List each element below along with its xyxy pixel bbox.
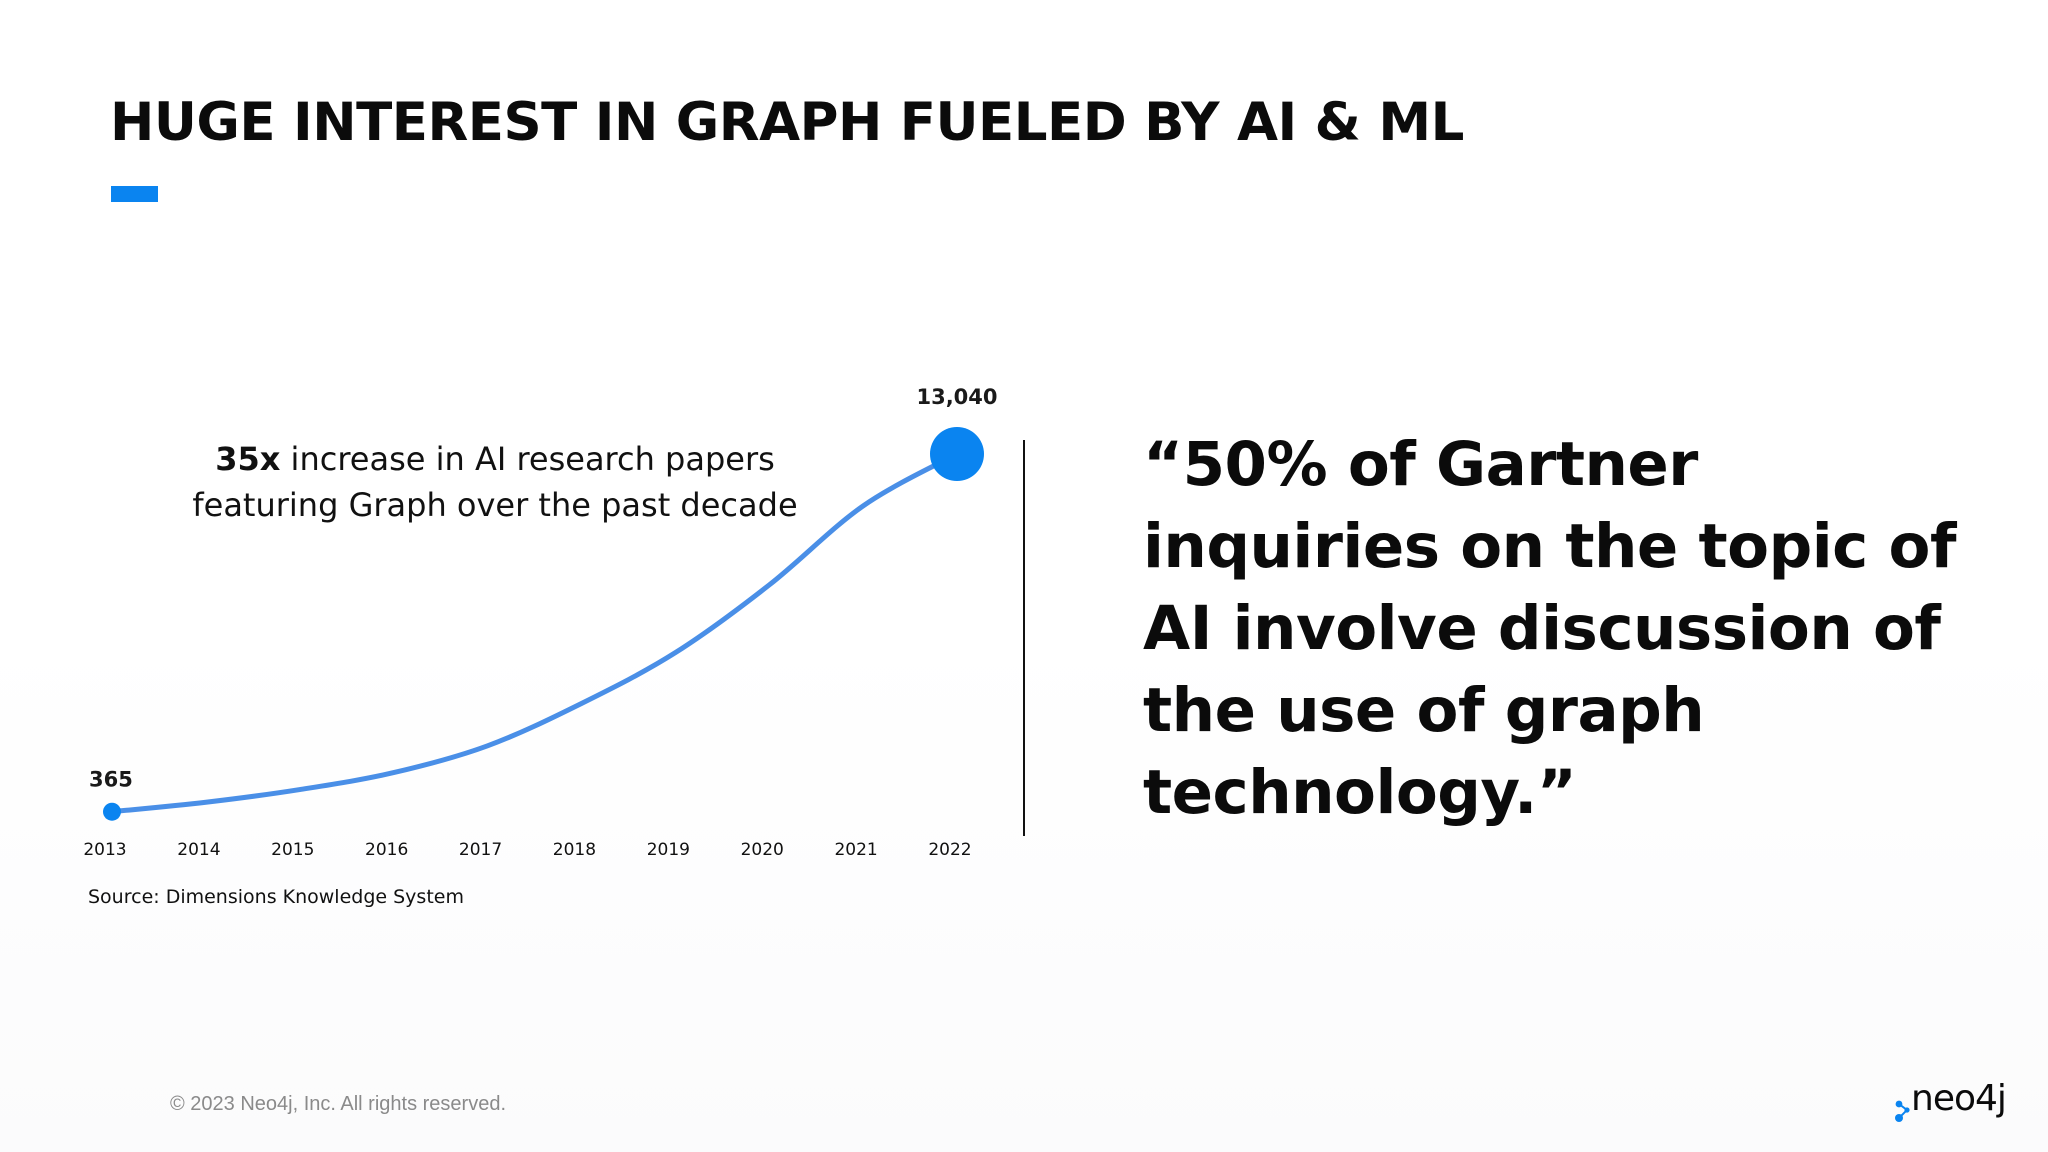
x-tick-label: 2014 xyxy=(177,840,220,860)
gartner-quote: “50% of Gartner inquiries on the topic o… xyxy=(1143,429,1957,828)
x-tick-label: 2021 xyxy=(834,840,877,860)
line-chart: 2013 2014 2015 2016 2017 2018 2019 2020 2021 2022… xyxy=(83,385,998,860)
chart-source: Source: Dimensions Knowledge System xyxy=(88,886,464,908)
series-line xyxy=(109,451,960,815)
annotation-bold-text: 35x xyxy=(215,440,281,478)
data-labels: 365 13,040 xyxy=(89,385,998,792)
series-markers xyxy=(103,427,984,821)
x-tick-label: 2022 xyxy=(928,840,971,860)
x-tick-label: 2020 xyxy=(741,840,784,860)
x-tick-label: 2019 xyxy=(647,840,690,860)
neo4j-logo: neo4j xyxy=(1893,1078,2019,1126)
title-accent-bar xyxy=(111,186,158,202)
logo-wordmark: neo4j xyxy=(1911,1078,2007,1119)
x-tick-label: 2018 xyxy=(553,840,596,860)
page-title: HUGE INTEREST IN GRAPH FUELED BY AI & ML xyxy=(110,92,1464,153)
vertical-divider xyxy=(1023,440,1025,836)
copyright-footer: © 2023 Neo4j, Inc. All rights reserved. xyxy=(170,1093,507,1115)
x-tick-label: 2015 xyxy=(271,840,314,860)
x-tick-label: 2013 xyxy=(83,840,126,860)
annotation-line2-text: featuring Graph over the past decade xyxy=(192,486,798,524)
x-tick-label: 2017 xyxy=(459,840,502,860)
x-axis-ticks: 2013 2014 2015 2016 2017 2018 2019 2020 2021 2022 xyxy=(83,840,971,860)
neo4j-dots-icon xyxy=(1895,1100,1910,1122)
end-point-marker xyxy=(930,427,984,481)
data-label: 13,040 xyxy=(916,385,997,409)
data-label: 365 xyxy=(89,768,133,792)
x-tick-label: 2016 xyxy=(365,840,408,860)
start-point-marker xyxy=(103,802,121,821)
chart-annotation: 35x increase in AI research papers featu… xyxy=(160,436,830,528)
annotation-line1-text: increase in AI research papers xyxy=(280,440,775,478)
